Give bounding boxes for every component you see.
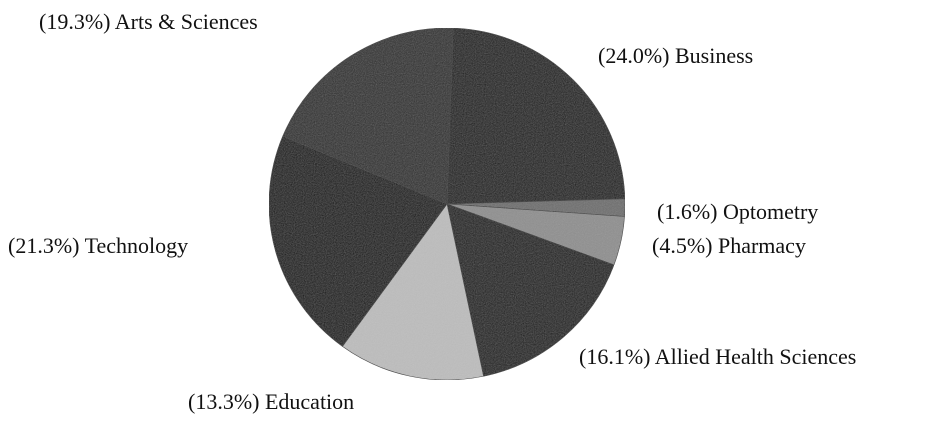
pie-label-pharmacy: (4.5%) Pharmacy (652, 233, 806, 258)
pie-label-arts-sciences: (19.3%) Arts & Sciences (39, 9, 258, 34)
pie-label-business: (24.0%) Business (598, 43, 753, 68)
pie-slice-business (446, 27, 626, 205)
pie-slices (268, 27, 626, 381)
pie-label-technology: (21.3%) Technology (8, 233, 188, 258)
pie-label-allied-health-sciences: (16.1%) Allied Health Sciences (579, 344, 856, 369)
pie-slice-education (341, 203, 484, 381)
pie-labels: (24.0%) Business (1.6%) Optometry (4.5%) P… (8, 9, 856, 414)
pie-label-optometry: (1.6%) Optometry (657, 199, 818, 224)
pie-slice-allied-health-sciences (446, 203, 615, 377)
pie-slice-arts-sciences (282, 27, 454, 205)
pie-label-education: (13.3%) Education (188, 389, 354, 414)
pie-slice-technology (268, 135, 448, 347)
